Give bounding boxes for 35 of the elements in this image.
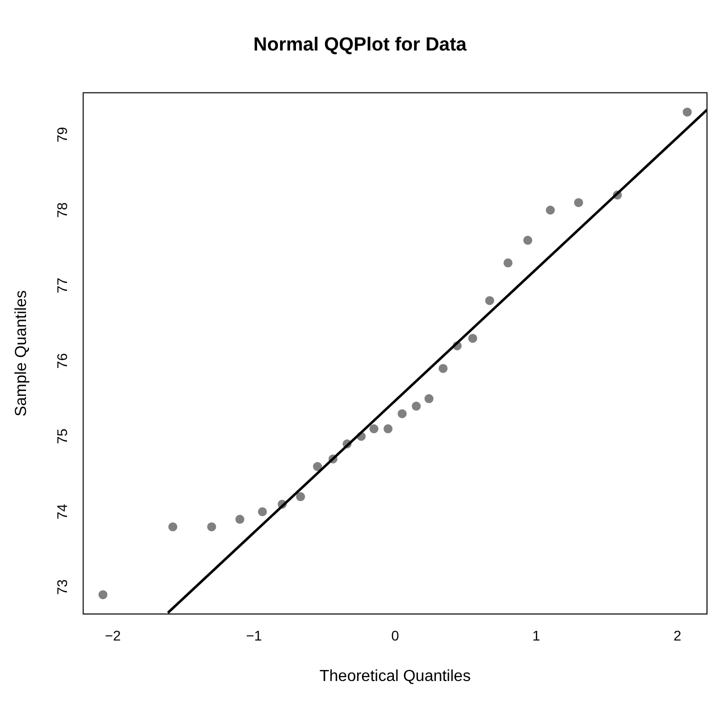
x-tick-label: 1 (532, 627, 540, 644)
point (312, 462, 322, 472)
point (258, 507, 267, 516)
point (682, 108, 692, 117)
x-axis-title: Theoretical Quantiles (320, 668, 471, 685)
point (438, 364, 448, 373)
y-tick-label: 79 (54, 126, 70, 143)
y-tick-label: 78 (54, 202, 70, 218)
point (485, 296, 494, 306)
point (235, 514, 244, 524)
x-tick-label: 2 (673, 627, 682, 644)
x-tick-label: 0 (391, 627, 400, 644)
x-tick-label: −2 (104, 627, 122, 644)
y-tick-label: 75 (54, 428, 70, 444)
point (468, 334, 478, 343)
point (412, 402, 421, 411)
point (574, 198, 584, 208)
point (369, 424, 378, 434)
y-tick-label: 77 (54, 278, 70, 294)
point (98, 590, 108, 600)
y-tick-label: 73 (54, 579, 70, 595)
point (296, 492, 306, 502)
point (546, 206, 555, 215)
point (523, 236, 532, 245)
point (504, 258, 513, 268)
y-tick-label: 76 (54, 352, 70, 369)
point (398, 409, 407, 418)
y-tick-label: 74 (54, 504, 70, 520)
point (168, 522, 178, 532)
point (424, 394, 434, 404)
point (207, 522, 216, 532)
chart-title: Normal QQPlot for Data (253, 34, 468, 56)
y-axis-title: Sample Quantiles (13, 290, 30, 417)
point (384, 424, 393, 434)
x-tick-label: −1 (246, 627, 262, 644)
